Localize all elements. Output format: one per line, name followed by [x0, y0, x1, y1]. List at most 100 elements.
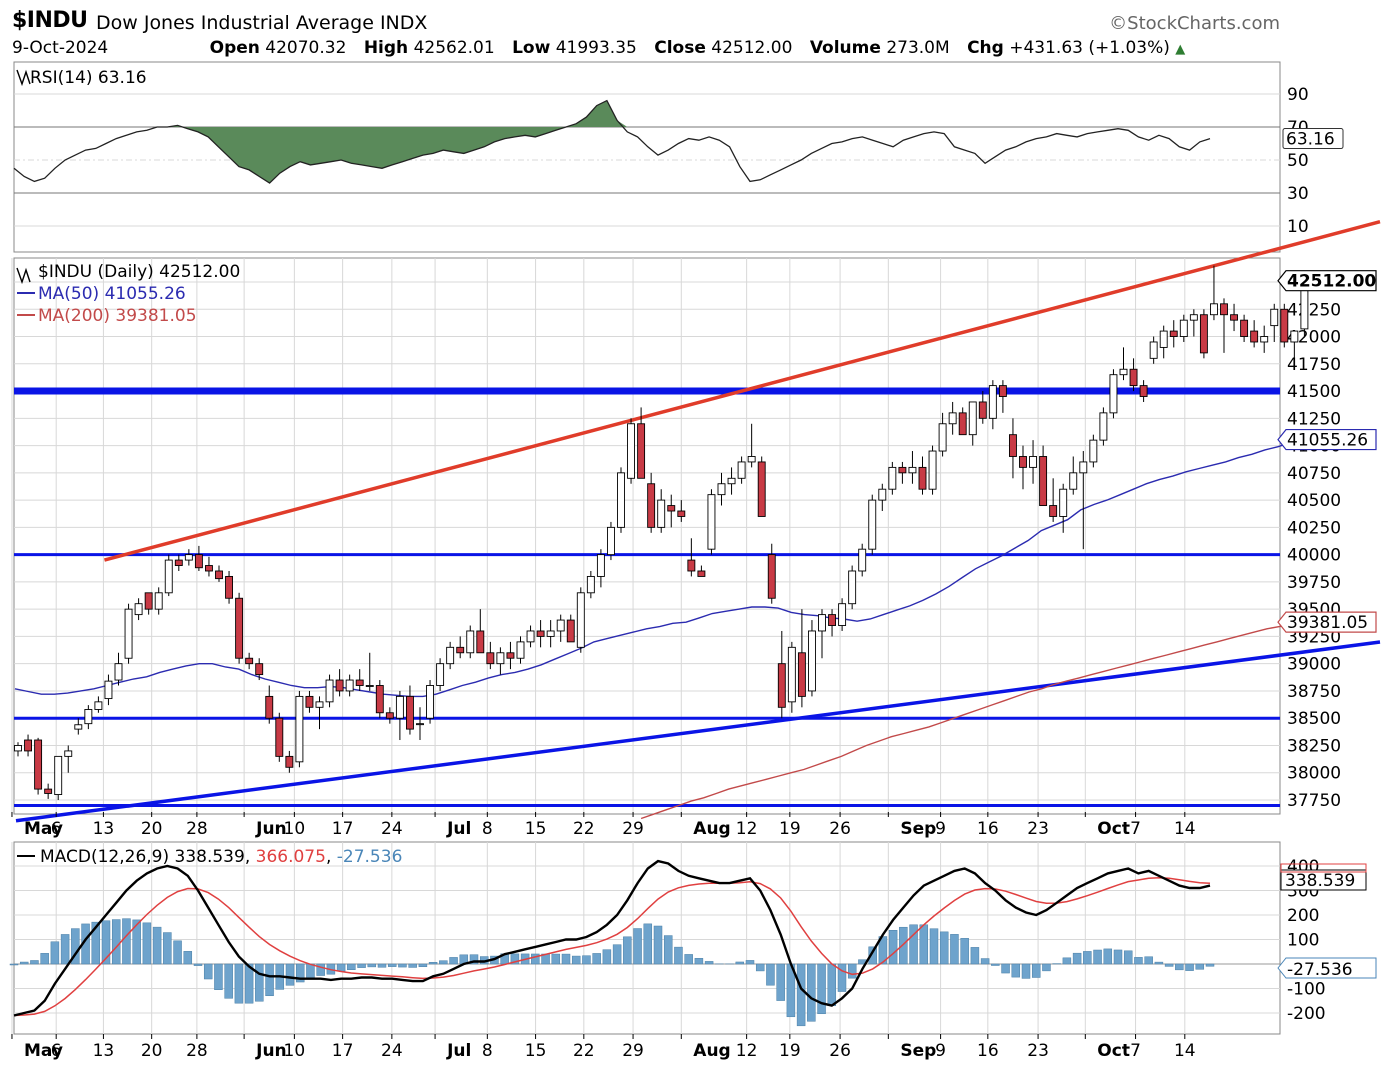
x-tick-label: 13: [93, 1041, 115, 1061]
macd-hist-bar: [347, 963, 356, 970]
candle: [54, 755, 63, 800]
macd-hist-bar: [418, 963, 428, 968]
candle-body: [998, 385, 1007, 397]
macd-hist-bar: [1093, 949, 1102, 965]
candle: [797, 609, 806, 708]
macd-hist-bar: [561, 953, 571, 965]
candle-body: [295, 695, 304, 763]
hist-current-label: -27.536: [1287, 960, 1353, 980]
candle-body: [375, 685, 384, 714]
close-value: 42512.00: [711, 38, 793, 58]
x-tick-label: 16: [977, 819, 999, 839]
candle-body: [968, 401, 977, 436]
candle-body: [617, 472, 625, 528]
macd-hist-bar: [71, 928, 80, 965]
candle-body: [1240, 319, 1249, 337]
candle-body: [476, 630, 485, 654]
macd-hist-bar: [30, 960, 39, 965]
macd-hist-bar: [1175, 963, 1184, 971]
macd-hist-bar: [745, 960, 755, 965]
macd-hist-bar: [173, 940, 182, 965]
candle-body: [84, 709, 93, 725]
macd-tick-label: 200: [1287, 906, 1319, 926]
macd-hist-bar: [1072, 952, 1082, 965]
candle-body: [1029, 456, 1038, 468]
candle-body: [898, 466, 907, 474]
candle-body: [235, 597, 244, 659]
candle: [225, 570, 234, 604]
candle-body: [315, 701, 324, 708]
macd-tick-label: 100: [1287, 931, 1319, 951]
x-tick-label: 20: [141, 819, 163, 839]
x-tick-label: 7: [1130, 1041, 1141, 1061]
x-tick-label: Aug: [693, 819, 730, 839]
candle-body: [34, 739, 43, 790]
candle-body: [576, 592, 585, 648]
candle: [1290, 330, 1299, 359]
x-tick-label: 14: [1174, 1041, 1196, 1061]
candle-body: [848, 570, 857, 605]
candle: [426, 680, 434, 724]
candle: [1250, 320, 1259, 348]
macd-hist-bar: [1154, 961, 1164, 965]
candle-body: [868, 499, 877, 550]
candle-body: [114, 663, 123, 681]
candle-body: [104, 680, 113, 700]
volume-label: Volume: [809, 38, 881, 58]
brand-logo[interactable]: ©StockCharts.com: [1109, 13, 1280, 34]
candle: [1280, 303, 1289, 348]
candle-body: [436, 663, 445, 686]
candle-body: [516, 641, 525, 659]
macd-hist-bar: [91, 921, 101, 965]
x-tick-label: 10: [284, 1041, 306, 1061]
macd-hist-bar: [1083, 951, 1092, 965]
candle: [647, 472, 656, 533]
macd-hist-bar: [531, 953, 540, 965]
rsi-line: [13, 99, 1211, 184]
x-tick-label: Oct: [1097, 819, 1130, 839]
macd-hist-bar: [285, 963, 295, 986]
candle: [948, 401, 957, 435]
candle-body: [275, 717, 284, 757]
price-tick-label: 38750: [1287, 682, 1341, 702]
candle: [355, 669, 364, 691]
high-label: High: [363, 38, 409, 58]
candle: [1089, 434, 1098, 468]
rsi-frame: [13, 61, 1281, 253]
candle-body: [416, 723, 424, 726]
candle-body: [687, 559, 696, 572]
x-tick-label: 23: [1027, 819, 1049, 839]
candle-body: [1169, 330, 1178, 337]
candle: [476, 609, 485, 654]
candle-body: [1149, 341, 1158, 359]
macd-hist-bar: [1103, 948, 1113, 965]
candle: [144, 592, 153, 615]
candle: [657, 489, 666, 533]
candle-body: [818, 614, 826, 632]
candle-body: [265, 695, 274, 719]
candle: [767, 543, 776, 604]
candle-body: [978, 401, 987, 419]
open-value: 42070.32: [265, 38, 347, 58]
macd-hist-bar: [122, 918, 131, 965]
candle-body: [938, 423, 947, 452]
candle: [667, 494, 676, 528]
macd-hist-bar: [50, 941, 60, 965]
signal-current-box: [1280, 863, 1367, 873]
candle: [697, 565, 706, 577]
x-tick-label: 8: [482, 1041, 493, 1061]
candle-body: [1139, 385, 1148, 397]
candle: [838, 598, 847, 631]
candle-body: [546, 630, 555, 637]
candle-body: [204, 565, 213, 572]
candle: [34, 737, 43, 795]
macd-hist-bar: [592, 953, 601, 965]
candle: [315, 696, 324, 730]
macd-hist-bar: [909, 924, 918, 965]
open-label: Open: [209, 38, 260, 58]
candle-body: [1109, 374, 1118, 414]
candle-body: [64, 750, 73, 757]
price-tick-label: 38000: [1287, 764, 1341, 784]
candle-body: [838, 603, 847, 626]
macd-hist-bar: [1001, 963, 1010, 974]
